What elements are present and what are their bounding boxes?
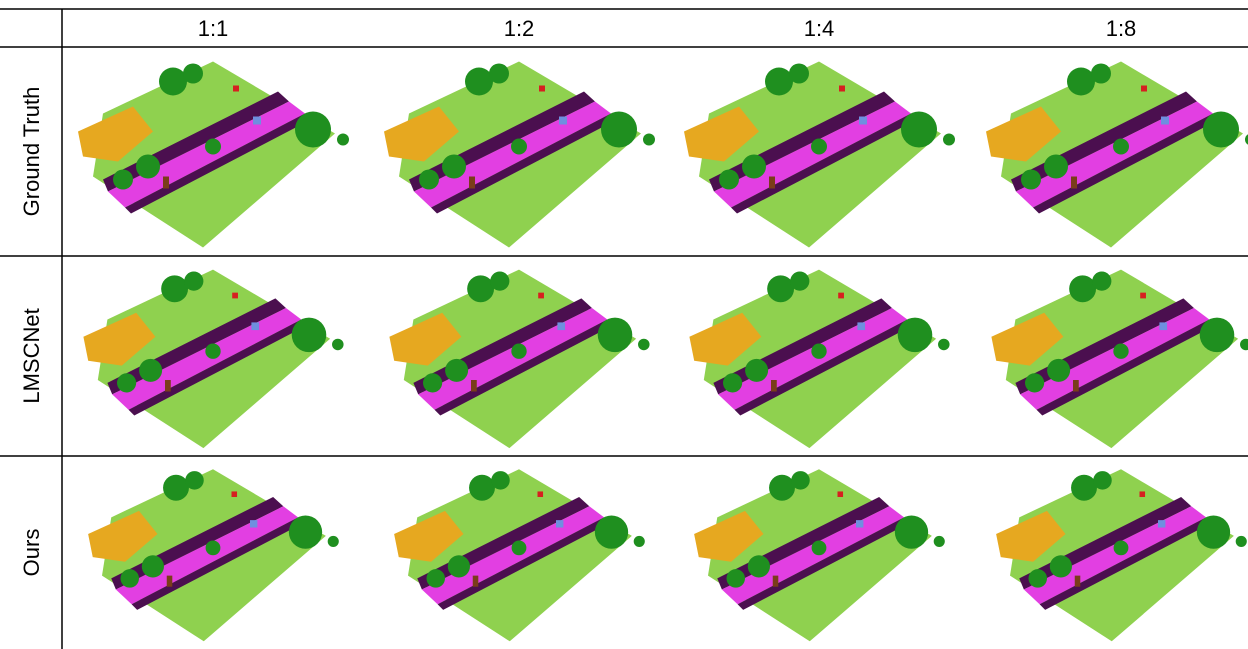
- scene-image: [394, 469, 645, 641]
- row-label: Ours: [19, 529, 44, 577]
- column-header: 1:2: [504, 16, 535, 41]
- scene-image: [88, 469, 339, 641]
- scene-image: [986, 62, 1248, 248]
- scene-image: [694, 469, 945, 641]
- scene-image: [689, 270, 949, 449]
- column-header: 1:4: [804, 16, 835, 41]
- column-header: 1:1: [198, 16, 229, 41]
- scene-image: [78, 62, 349, 248]
- scene-image: [389, 270, 649, 449]
- scene-image: [991, 270, 1248, 449]
- scene-image: [684, 62, 955, 248]
- scene-image: [384, 62, 655, 248]
- row-label: LMSCNet: [19, 308, 44, 403]
- column-header: 1:8: [1106, 16, 1137, 41]
- scene-image: [996, 469, 1247, 641]
- figure: 1:1 1:2 1:4 1:8 Ground Truth LMSCNet Ours: [0, 0, 1248, 649]
- row-label: Ground Truth: [19, 87, 44, 217]
- scene-image: [83, 270, 343, 449]
